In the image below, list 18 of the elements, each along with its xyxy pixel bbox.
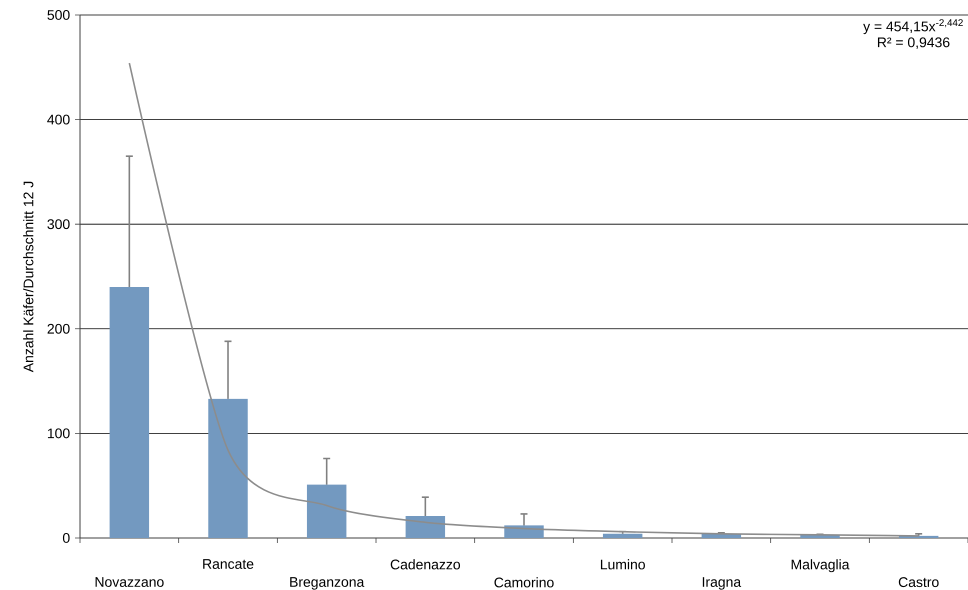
x-tick-label: Breganzona: [290, 577, 364, 590]
x-tick-label: Malvaglia: [792, 559, 850, 572]
x-tick-label: Lumino: [600, 559, 645, 570]
y-tick-label: 300: [47, 219, 70, 230]
x-tick-label: Novazzano: [96, 577, 164, 587]
y-tick-label: 0: [62, 533, 70, 543]
y-tick-label: 500: [47, 10, 70, 20]
x-tick-label: Iragna: [702, 577, 742, 590]
annotation: R² = 0,9436: [878, 37, 950, 49]
y-tick-label: 200: [48, 324, 70, 334]
x-tick-label: Castro: [898, 577, 939, 588]
y-tick-label: 400: [47, 114, 70, 125]
y-tick-label: 100: [48, 428, 70, 438]
x-tick-label: Rancate: [203, 559, 254, 569]
annotation: y = 454,15x$^{-2,442}$: [863, 19, 963, 34]
x-tick-label: Camorino: [494, 577, 554, 588]
y-axis-title: Anzahl Käfer/Durchschnitt 12 J: [23, 182, 34, 372]
x-tick-label: Cadenazzo: [390, 559, 460, 570]
